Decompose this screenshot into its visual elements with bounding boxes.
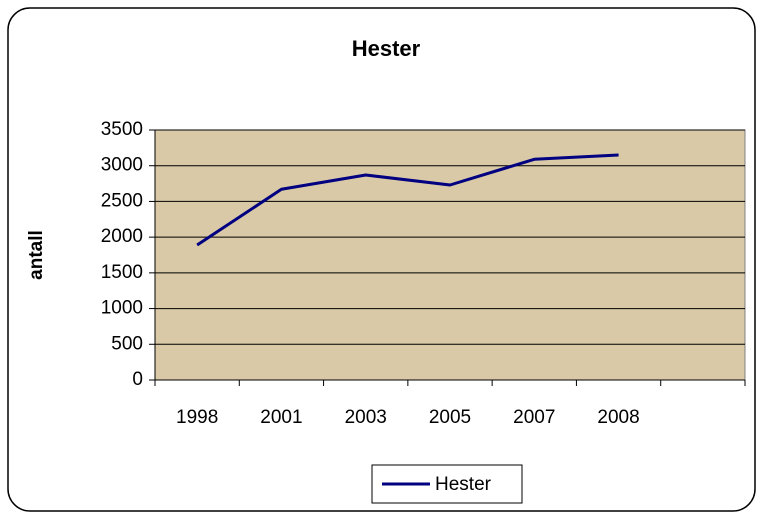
plot-area <box>154 129 746 381</box>
y-tick-label: 3500 <box>101 119 143 140</box>
y-tick-label: 2500 <box>101 190 143 211</box>
x-tick-label: 2005 <box>429 407 471 428</box>
x-tick-label: 2003 <box>345 407 387 428</box>
x-tick-label: 2007 <box>513 407 555 428</box>
y-tick-label: 1500 <box>101 262 143 283</box>
y-tick-label: 3000 <box>101 155 143 176</box>
legend-label: Hester <box>435 474 492 495</box>
chart-title: Hester <box>352 36 421 61</box>
y-tick-label: 1000 <box>101 298 143 319</box>
x-tick-label: 1998 <box>176 407 218 428</box>
y-tick-label: 500 <box>111 333 143 354</box>
y-tick-label: 2000 <box>101 226 143 247</box>
x-tick-label: 2001 <box>260 407 302 428</box>
y-tick-label: 0 <box>132 369 143 390</box>
x-tick-label: 2008 <box>597 407 639 428</box>
line-series <box>196 153 619 247</box>
y-axis-label: antall <box>26 230 47 280</box>
